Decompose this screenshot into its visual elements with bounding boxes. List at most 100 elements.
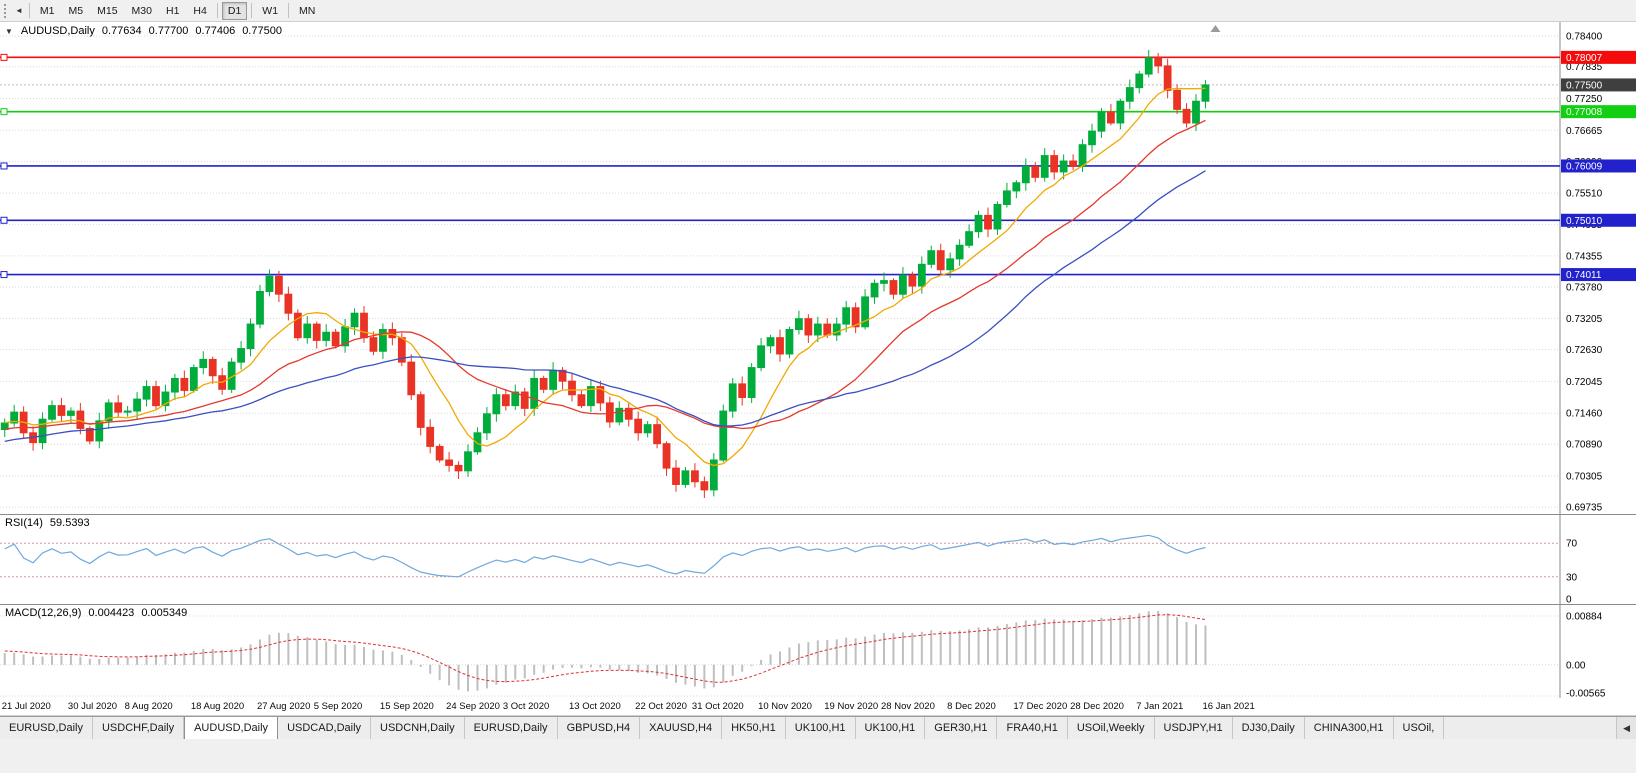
chart-tab-eurusd-daily[interactable]: EURUSD,Daily [464,717,558,739]
date-label: 27 Aug 2020 [257,701,311,712]
toolbar-scroll-left-icon[interactable]: ◄ [15,5,23,15]
rsi-chart-canvas[interactable]: 70 30 0 [0,514,1636,604]
close-value: 0.77500 [242,25,282,37]
chart-tab-hk50-h1[interactable]: HK50,H1 [722,717,786,739]
svg-text:0.75010: 0.75010 [1566,216,1603,227]
date-label: 31 Oct 2020 [691,701,744,712]
timeframe-d1-button[interactable]: D1 [221,1,248,20]
timeframe-m1-button[interactable]: M1 [39,4,55,17]
price-chart-canvas[interactable]: 0.784000.778350.772500.766650.760900.755… [0,22,1636,514]
date-label: 21 Jul 2020 [1,701,51,712]
chart-tab-eurusd-daily[interactable]: EURUSD,Daily [0,717,93,739]
tab-scroll-left-button[interactable]: ◀ [1616,717,1636,739]
svg-text:0.74355: 0.74355 [1566,251,1603,262]
date-label: 28 Dec 2020 [1070,701,1124,712]
collapse-triangle-icon[interactable]: ▼ [5,27,13,36]
main-chart-panel: 0.784000.778350.772500.766650.760900.755… [0,22,1636,514]
timeframe-h4-button[interactable]: H4 [193,4,207,17]
chart-tab-china300-h1[interactable]: CHINA300,H1 [1304,717,1394,739]
svg-text:0.71460: 0.71460 [1566,409,1603,420]
date-label: 8 Dec 2020 [947,701,996,712]
svg-text:0.77835: 0.77835 [1566,62,1603,73]
svg-text:0: 0 [1566,595,1572,605]
svg-text:0.70890: 0.70890 [1566,440,1603,451]
svg-text:0.77250: 0.77250 [1566,94,1603,105]
toolbar-grip[interactable] [4,3,8,18]
date-label: 18 Aug 2020 [190,701,245,712]
time-axis[interactable]: 21 Jul 2020 30 Jul 2020 8 Aug 2020 18 Aug 2… [0,698,1636,716]
rsi-header: RSI(14) 59.5393 [5,517,90,529]
chart-tab-xauusd-h4[interactable]: XAUUSD,H4 [640,717,723,739]
svg-text:0.72630: 0.72630 [1566,345,1603,356]
low-value: 0.77406 [195,25,236,37]
svg-text:0.73780: 0.73780 [1566,283,1603,294]
toolbar-separator [288,3,290,18]
svg-text:0.75510: 0.75510 [1566,189,1603,200]
chart-tab-fra40-h1[interactable]: FRA40,H1 [997,717,1068,739]
macd-name: MACD(12,26,9) [5,607,82,619]
chart-tabs-bar: EURUSD,Daily USDCHF,Daily AUDUSD,Daily USDC… [0,716,1636,739]
chart-tab-usdchf-daily[interactable]: USDCHF,Daily [92,717,185,739]
date-label: 5 Sep 2020 [313,701,363,712]
date-label: 8 Aug 2020 [124,701,173,712]
svg-text:0.70305: 0.70305 [1566,472,1603,483]
svg-text:0.00884: 0.00884 [1566,612,1603,623]
svg-text:0.76009: 0.76009 [1566,161,1603,172]
date-label: 3 Oct 2020 [502,701,550,712]
timeframe-mn-button[interactable]: MN [299,4,316,17]
macd-panel: 0.00884 0.00 -0.00565 MACD(12,26,9) 0.0044… [0,604,1636,698]
chart-tab-ger30-h1[interactable]: GER30,H1 [925,717,998,739]
date-label: 10 Nov 2020 [758,701,812,712]
timeframe-toolbar: ◄ M1 M5 M15 M30 H1 H4 D1 W1 MN [0,0,1636,22]
svg-text:0.76665: 0.76665 [1566,126,1603,137]
toolbar-separator [28,3,30,18]
svg-text:0.69735: 0.69735 [1566,503,1603,514]
toolbar-separator [216,3,218,18]
chart-tab-list: EURUSD,Daily USDCHF,Daily AUDUSD,Daily USDC… [0,717,1445,739]
macd-signal-value: 0.005349 [141,607,188,619]
timeframe-w1-button[interactable]: W1 [262,4,279,17]
rsi-panel: 70 30 0 RSI(14) 59.5393 [0,514,1636,604]
date-label: 16 Jan 2021 [1202,701,1255,712]
svg-text:30: 30 [1566,572,1578,583]
timeframe-m30-button[interactable]: M30 [131,4,152,17]
svg-text:0.74011: 0.74011 [1566,270,1602,281]
svg-text:0.77008: 0.77008 [1566,107,1603,118]
timeframe-buttons-group: M1 M5 M15 M30 H1 H4 D1 W1 MN [33,1,322,20]
svg-text:0.78400: 0.78400 [1566,32,1603,43]
chart-tab-usdcnh-daily[interactable]: USDCNH,Daily [371,717,465,739]
timeframe-h1-button[interactable]: H1 [165,4,180,17]
chart-tab-gbpusd-h4[interactable]: GBPUSD,H4 [557,717,641,739]
date-label: 28 Nov 2020 [881,701,935,712]
macd-chart-canvas[interactable]: 0.00884 0.00 -0.00565 [0,604,1636,698]
svg-text:0.77500: 0.77500 [1566,80,1603,91]
macd-value: 0.004423 [88,607,135,619]
chart-tab-usoil[interactable]: USOil, [1393,717,1445,739]
symbol-period-label: AUDUSD,Daily [20,25,95,37]
chart-tab-usdcad-daily[interactable]: USDCAD,Daily [278,717,372,739]
chart-tab-usoil-weekly[interactable]: USOil,Weekly [1067,717,1155,739]
svg-text:0.00: 0.00 [1566,660,1586,671]
timeframe-m15-button[interactable]: M15 [97,4,118,17]
date-label: 17 Dec 2020 [1013,701,1068,712]
chart-tab-usdjpy-h1[interactable]: USDJPY,H1 [1154,717,1233,739]
svg-text:70: 70 [1566,539,1578,550]
chart-tab-audusd-daily[interactable]: AUDUSD,Daily [184,717,279,739]
chart-tab-uk100-h1[interactable]: UK100,H1 [785,717,856,739]
date-label: 13 Oct 2020 [569,701,621,712]
date-label: 22 Oct 2020 [635,701,687,712]
rsi-name: RSI(14) [5,517,43,529]
svg-text:0.78007: 0.78007 [1566,53,1603,64]
timeframe-m5-button[interactable]: M5 [68,4,84,17]
date-label: 30 Jul 2020 [67,701,118,712]
chart-tab-uk100-h1[interactable]: UK100,H1 [855,717,926,739]
open-value: 0.77634 [101,25,142,37]
svg-text:0.73205: 0.73205 [1566,314,1603,325]
date-label: 24 Sep 2020 [446,701,500,712]
date-label: 7 Jan 2021 [1136,701,1184,712]
svg-text:0.72045: 0.72045 [1566,377,1603,388]
svg-text:-0.00565: -0.00565 [1566,689,1606,699]
chart-tab-dj30-daily[interactable]: DJ30,Daily [1232,717,1305,739]
macd-header: MACD(12,26,9) 0.004423 0.005349 [5,607,187,619]
